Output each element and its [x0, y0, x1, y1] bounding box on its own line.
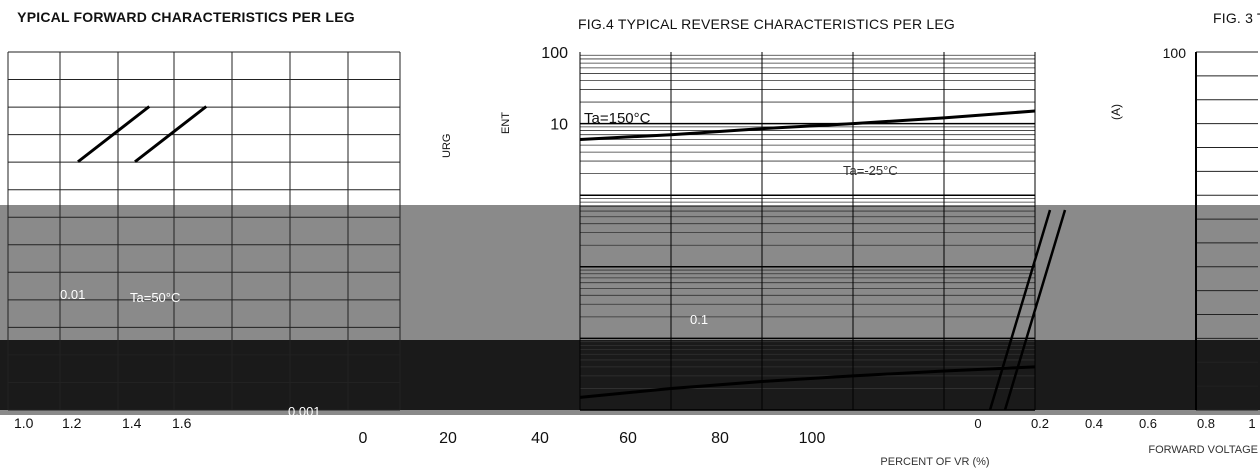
- left-x-tick-label: 1.2: [62, 415, 82, 431]
- right-y-tick-label: 100: [1163, 45, 1187, 61]
- scan-noise-band-dark: [0, 340, 1260, 410]
- right-x-tick-label: 0.4: [1085, 416, 1103, 431]
- mid-y-tick-0001: 0.001: [288, 404, 321, 419]
- right-x-tick-label: 0.8: [1197, 416, 1215, 431]
- left-x-tick-label: 1.6: [172, 415, 192, 431]
- mid-y-tick-label: 10: [550, 117, 568, 134]
- left-series-0-line: [77, 105, 151, 163]
- mid-y-tick-01: 0.1: [690, 312, 709, 327]
- mid-x-axis-label: PERCENT OF VR (%): [880, 456, 989, 468]
- right-series-1-line: [1003, 209, 1067, 411]
- left-chart-title: YPICAL FORWARD CHARACTERISTICS PER LEG: [17, 9, 355, 25]
- mid-x-tick-label: 100: [799, 430, 826, 447]
- mid-x-tick-label: 60: [619, 430, 637, 447]
- left-y-tick-label: 0.01: [60, 287, 86, 302]
- mid-series-1-line: [579, 365, 1036, 399]
- right-x-tick-label: 0.2: [1031, 416, 1049, 431]
- right-series-0-line: [988, 209, 1052, 411]
- mid-y-axis-label-b: ENT: [500, 112, 512, 134]
- ta25-label: Ta=-25°C: [843, 163, 898, 178]
- mid-y-tick-label: 100: [541, 45, 568, 62]
- right-y-axis-label: (A): [1109, 104, 1123, 120]
- ta150-label: Ta=150°C: [584, 110, 651, 127]
- right-x-tick-label: 1: [1248, 416, 1255, 431]
- left-x-tick-label: 1.0: [14, 415, 34, 431]
- mid-x-tick-label: 40: [531, 430, 549, 447]
- mid-x-tick-label: 20: [439, 430, 457, 447]
- mid-x-tick-label: 80: [711, 430, 729, 447]
- right-chart: 100 0 0.2 0.4 0.6 0.8 1 FORWARD VOLTAGE: [974, 45, 1258, 456]
- right-x-tick-label: 0: [974, 416, 981, 431]
- left-chart: 1.0 1.2 1.4 1.6: [7, 51, 401, 431]
- middle-chart-title: FIG.4 TYPICAL REVERSE CHARACTERISTICS PE…: [578, 16, 955, 32]
- left-x-tick-label: 1.4: [122, 415, 142, 431]
- right-x-tick-label: 0.6: [1139, 416, 1157, 431]
- mid-x-tick-label: 0: [359, 430, 368, 447]
- mid-y-axis-label-a: URG: [441, 133, 453, 158]
- right-x-axis-label: FORWARD VOLTAGE: [1148, 444, 1258, 456]
- left-series-1-line: [134, 105, 208, 163]
- ta50-left-label: Ta=50°C: [130, 290, 181, 305]
- mid-series-0-line: [579, 109, 1036, 141]
- right-chart-title: FIG. 3 T: [1213, 10, 1260, 26]
